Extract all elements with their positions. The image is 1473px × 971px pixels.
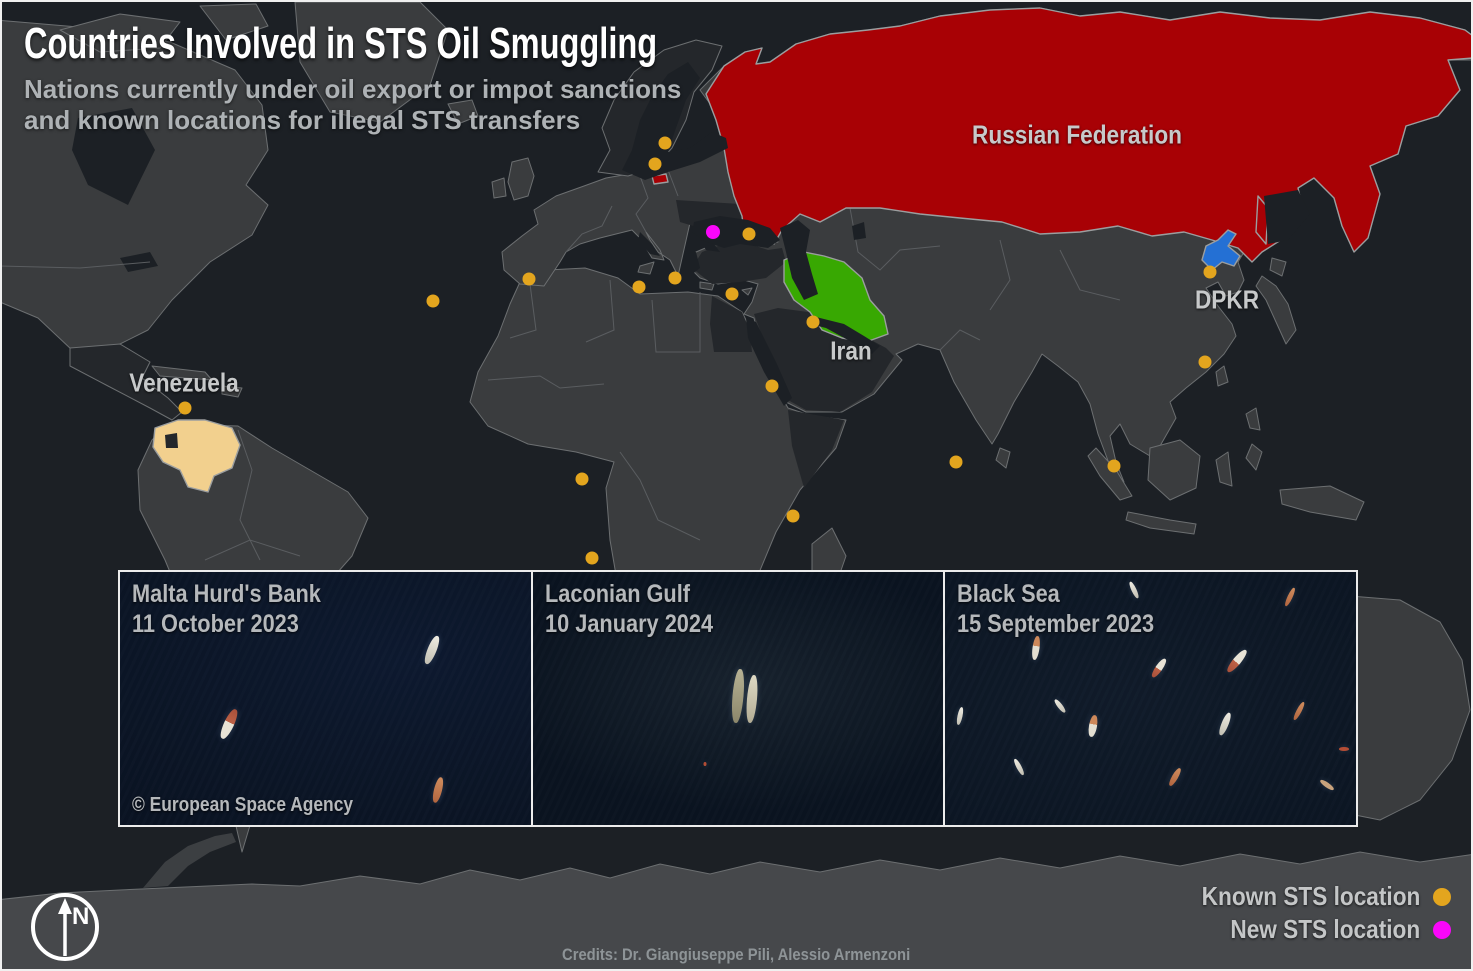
known-sts-location-dot bbox=[742, 227, 756, 241]
inset-title: Black Sea 15 September 2023 bbox=[957, 580, 1155, 638]
ship bbox=[1030, 635, 1041, 661]
sea-okhotsk bbox=[1264, 190, 1310, 244]
inset-laconian-gulf: Laconian Gulf 10 January 2024 bbox=[530, 572, 944, 825]
legend-row-new: New STS location bbox=[1169, 913, 1451, 946]
landmass-new-guinea bbox=[1279, 485, 1365, 521]
known-sts-location-dot bbox=[668, 271, 682, 285]
sea-red bbox=[746, 318, 792, 406]
inset-title: Malta Hurd's Bank 11 October 2023 bbox=[132, 580, 321, 638]
known-sts-location-dot bbox=[725, 287, 739, 301]
sea-adriatic bbox=[638, 232, 660, 256]
known-sts-location-dot bbox=[658, 136, 672, 150]
ship bbox=[422, 634, 442, 667]
landmass-antarctic-peninsula bbox=[143, 833, 236, 888]
ship bbox=[703, 762, 707, 767]
ship bbox=[1053, 698, 1068, 714]
ship bbox=[1283, 587, 1297, 608]
known-sts-location-dot bbox=[1107, 459, 1121, 473]
known-sts-location-dot bbox=[765, 379, 779, 393]
ship bbox=[955, 706, 965, 726]
ship bbox=[431, 775, 446, 804]
sea-aral bbox=[852, 222, 866, 240]
known-sts-location-dot bbox=[786, 509, 800, 523]
known-sts-location-dot bbox=[648, 157, 662, 171]
known-sts-location-dot bbox=[949, 455, 963, 469]
landmass-caribbean bbox=[151, 365, 243, 398]
new-sts-location-dot bbox=[706, 225, 720, 239]
ship bbox=[1224, 647, 1249, 674]
sts-dots-layer bbox=[178, 136, 1217, 565]
credits: Credits: Dr. Giangiuseppe Pili, Alessio … bbox=[562, 945, 911, 964]
ship bbox=[730, 668, 746, 724]
ship bbox=[1319, 777, 1336, 792]
ship bbox=[217, 707, 241, 741]
lake-hudson-bay bbox=[72, 108, 155, 205]
country-label-dpkr: DPKR bbox=[1194, 284, 1260, 315]
ship bbox=[1087, 714, 1100, 738]
lake-great-lakes bbox=[120, 252, 158, 272]
region-turkey bbox=[692, 242, 786, 284]
inset-malta-hurds-bank: Malta Hurd's Bank 11 October 2023 © Euro… bbox=[120, 572, 531, 825]
ship bbox=[1012, 757, 1026, 776]
known-sts-location-dot bbox=[522, 272, 536, 286]
new-sts-dot-swatch bbox=[1433, 920, 1451, 939]
page-title: Countries Involved in STS Oil Smuggling bbox=[24, 19, 658, 68]
ship bbox=[1216, 711, 1233, 737]
inset-ships-layer bbox=[533, 572, 944, 825]
ship bbox=[1167, 766, 1183, 788]
known-sts-location-dot bbox=[1203, 265, 1217, 279]
inset-title: Laconian Gulf 10 January 2024 bbox=[544, 580, 713, 638]
compass-n-label: N bbox=[72, 903, 89, 930]
ship bbox=[1149, 657, 1169, 680]
compass-rose: N bbox=[28, 890, 102, 969]
known-sts-location-dot bbox=[632, 280, 646, 294]
north-arrow-icon: N bbox=[31, 893, 99, 961]
region-egypt bbox=[710, 296, 752, 352]
sea-baltic bbox=[622, 62, 728, 180]
landmass-japan bbox=[1255, 257, 1297, 345]
inset-black-sea: Black Sea 15 September 2023 bbox=[943, 572, 1357, 825]
landmass-greenland bbox=[294, 1, 449, 123]
legend: Known STS location New STS location bbox=[1169, 880, 1451, 946]
landmass-arctic-islands bbox=[59, 3, 269, 53]
region-horn-of-africa bbox=[788, 410, 844, 488]
border-lines bbox=[0, 169, 1121, 561]
country-label-iran: Iran bbox=[830, 335, 872, 366]
sea-persian-gulf bbox=[810, 316, 880, 354]
known-sts-location-dot bbox=[426, 294, 440, 308]
known-sts-location-dot bbox=[806, 315, 820, 329]
title-block: Countries Involved in STS Oil Smuggling … bbox=[24, 22, 880, 135]
satellite-insets: Malta Hurd's Bank 11 October 2023 © Euro… bbox=[118, 570, 1358, 827]
sea-marmara-aegean bbox=[684, 240, 720, 276]
known-sts-location-dot bbox=[575, 472, 589, 486]
known-sts-location-dot bbox=[585, 551, 599, 565]
landmass-philippines bbox=[1245, 407, 1263, 471]
country-label-venezuela: Venezuela bbox=[129, 367, 239, 398]
known-sts-dot-swatch bbox=[1433, 887, 1451, 906]
ship bbox=[1338, 747, 1349, 752]
sea-caspian bbox=[780, 220, 818, 300]
esa-credit: © European Space Agency bbox=[132, 794, 354, 816]
landmass-iceland bbox=[447, 99, 479, 125]
landmass-sicily-crete-cyprus bbox=[637, 261, 753, 296]
known-sts-location-dot bbox=[1198, 355, 1212, 369]
lake-maracaibo bbox=[165, 433, 178, 448]
country-label-russia: Russian Federation bbox=[972, 119, 1182, 150]
ship bbox=[1291, 701, 1306, 722]
landmass-british-isles bbox=[491, 157, 535, 201]
landmass-taiwan bbox=[1215, 365, 1229, 387]
page-subtitle: Nations currently under oil export or im… bbox=[24, 74, 682, 135]
known-sts-location-dot bbox=[178, 401, 192, 415]
landmass-indonesia bbox=[1087, 439, 1233, 535]
landmass-antarctica bbox=[0, 851, 1473, 971]
sea-black bbox=[692, 216, 780, 248]
landmass-sri-lanka bbox=[995, 447, 1011, 469]
ship bbox=[745, 674, 760, 723]
legend-row-known: Known STS location bbox=[1169, 880, 1451, 913]
